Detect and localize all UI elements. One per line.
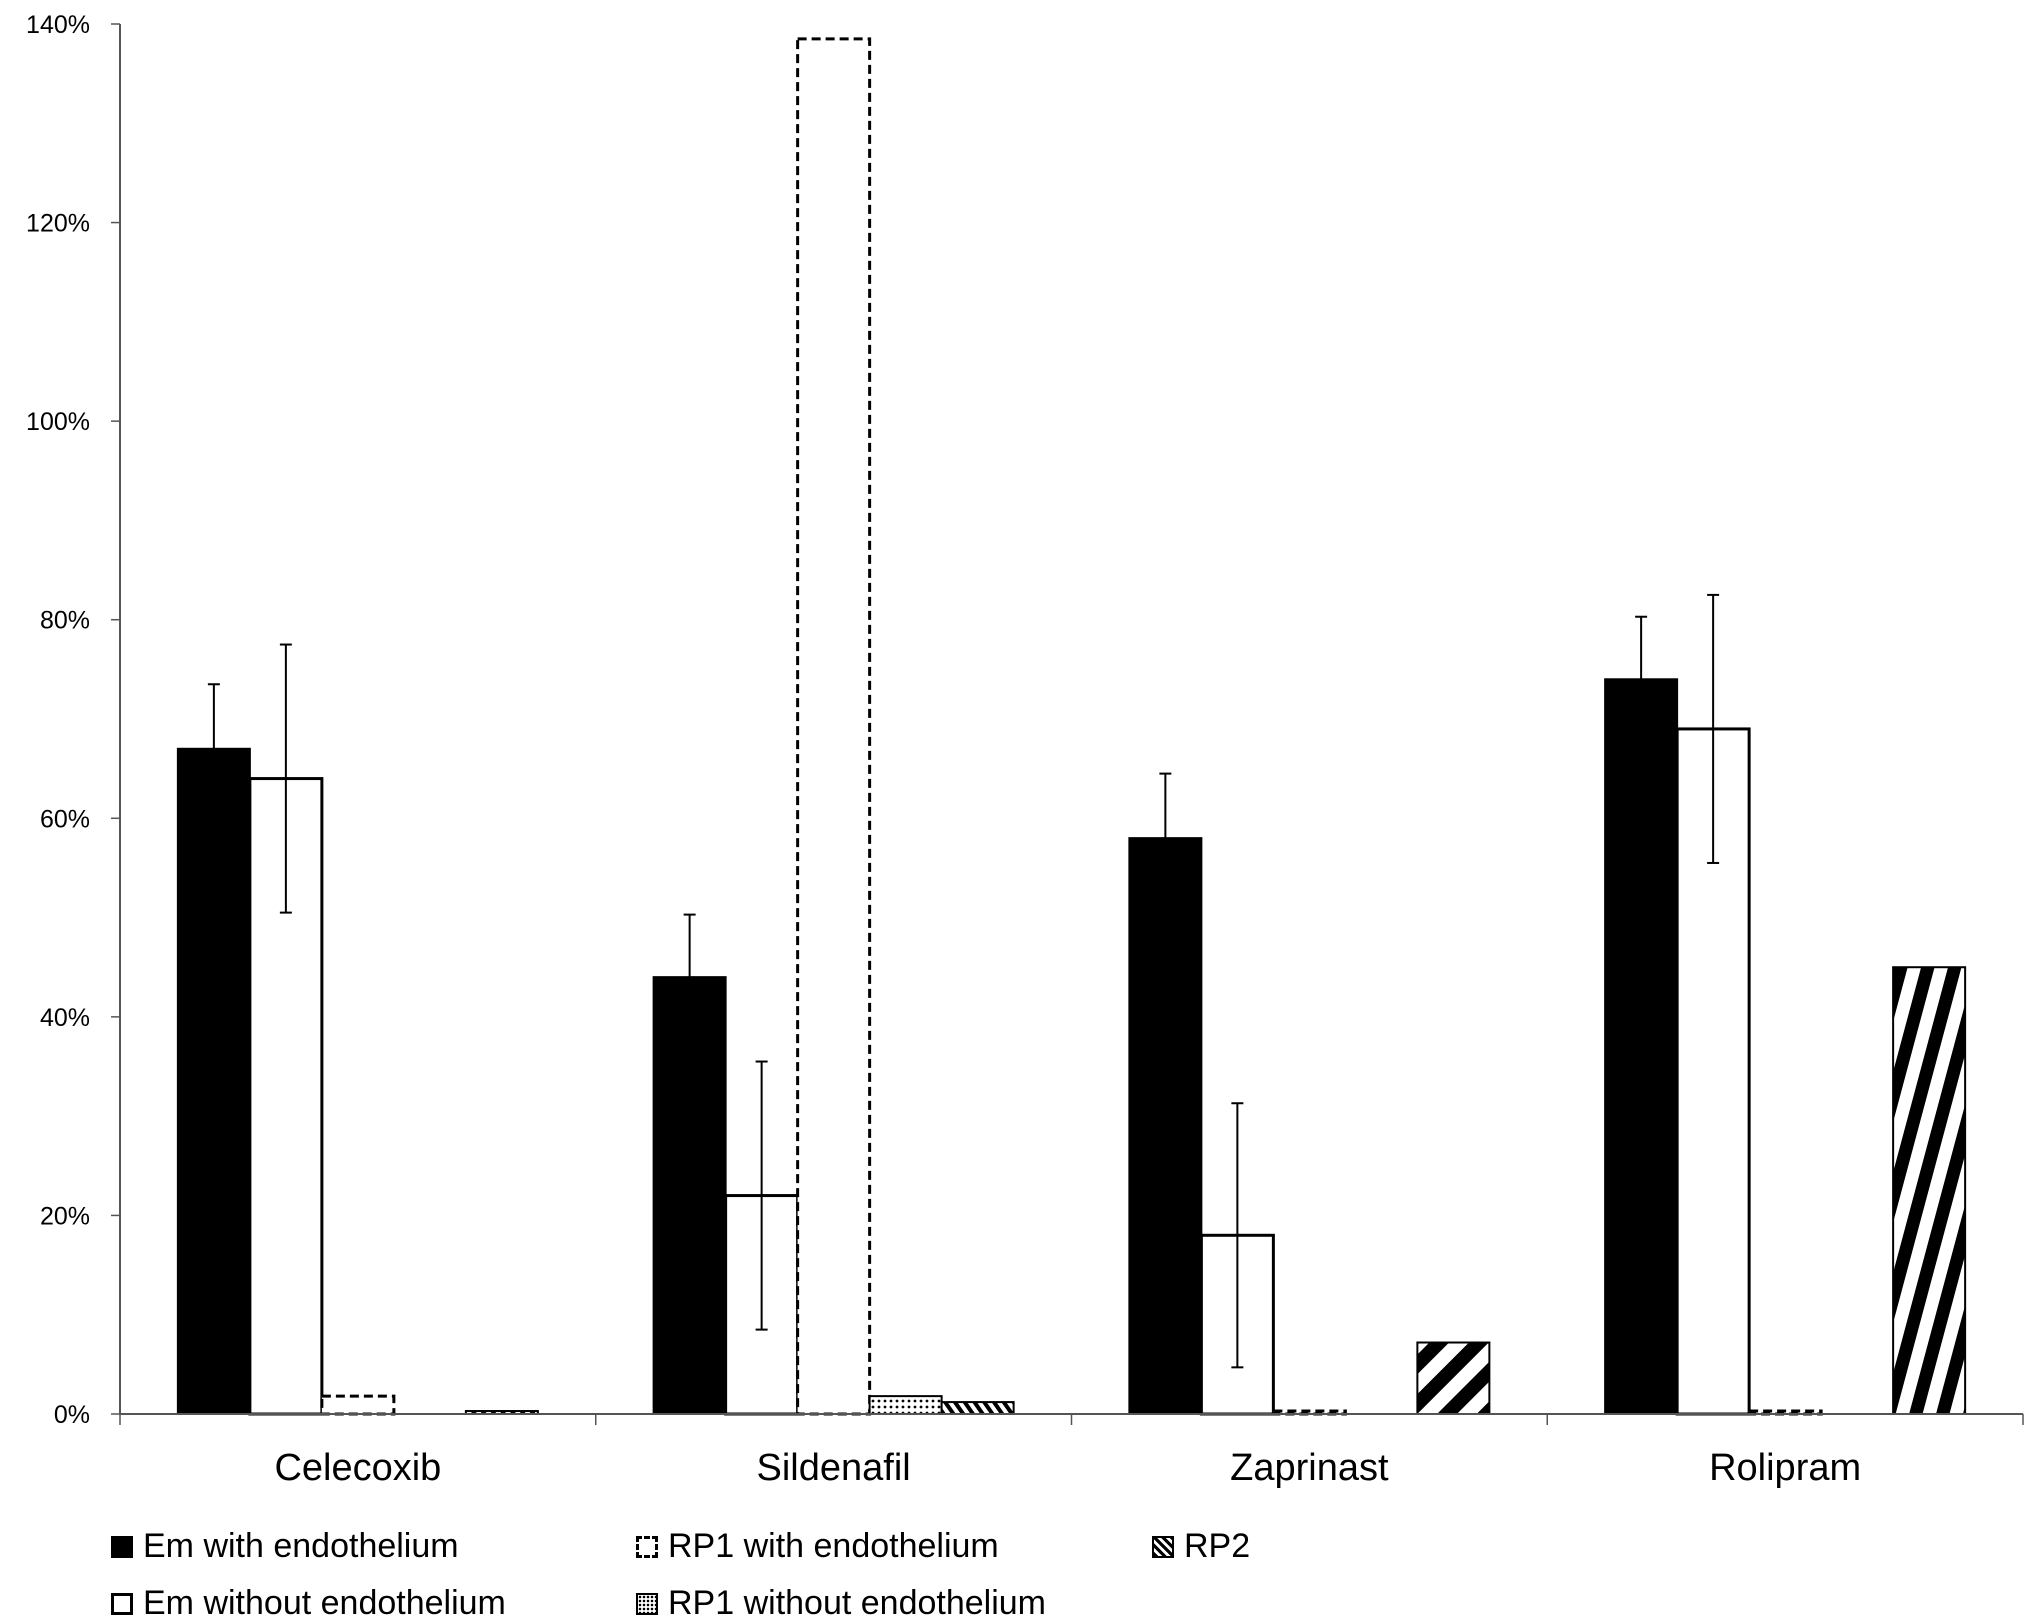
y-axis-ticks: 0% 20% 40% 60% 80% 100% 120% 140%	[26, 11, 120, 1429]
y-tick-label: 20%	[40, 1202, 90, 1230]
y-tick-label: 100%	[26, 408, 90, 436]
category-label: Celecoxib	[274, 1447, 441, 1489]
category-label: Sildenafil	[757, 1447, 911, 1489]
legend-label: RP1 with endothelium	[668, 1527, 999, 1565]
bar-hatched	[1892, 966, 1967, 1415]
bar-dotted	[868, 1395, 943, 1415]
y-tick-label: 40%	[40, 1004, 90, 1032]
legend-label: RP1 without endothelium	[668, 1584, 1047, 1622]
bars	[176, 37, 1967, 1416]
legend-label: RP2	[1184, 1527, 1251, 1565]
legend-swatch-dashed	[636, 1535, 658, 1558]
bar-solid-black	[652, 976, 727, 1416]
y-tick-label: 140%	[26, 11, 90, 39]
legend-label: Em with endothelium	[143, 1527, 459, 1565]
bar-dashed	[796, 37, 872, 1416]
legend-item-rp1-without: RP1 without endothelium	[636, 1584, 1046, 1623]
bar-solid-black	[1128, 837, 1203, 1415]
category-labels: Celecoxib Sildenafil Zaprinast Rolipram	[274, 1447, 1861, 1489]
y-tick-label: 0%	[54, 1401, 90, 1429]
bar-solid-black	[176, 747, 251, 1415]
legend-item-em-with: Em with endothelium	[111, 1527, 459, 1566]
error-bars	[207, 593, 1720, 1369]
bar-solid-black	[1604, 678, 1679, 1415]
bar-dashed	[1747, 1409, 1823, 1416]
bar-hatched	[940, 1401, 1015, 1415]
legend-item-em-without: Em without endothelium	[111, 1584, 506, 1623]
category-label: Rolipram	[1709, 1447, 1861, 1489]
legend-label: Em without endothelium	[143, 1584, 506, 1622]
legend-item-rp1-with: RP1 with endothelium	[636, 1527, 999, 1566]
legend-swatch-solid	[111, 1535, 133, 1558]
y-tick-label: 80%	[40, 607, 90, 635]
y-tick-label: 60%	[40, 805, 90, 833]
bar-dashed	[320, 1394, 396, 1416]
category-label: Zaprinast	[1230, 1447, 1389, 1489]
y-tick-label: 120%	[26, 210, 90, 238]
axes	[119, 24, 2024, 1425]
legend-swatch-white	[111, 1592, 133, 1615]
bar-dashed	[1271, 1409, 1347, 1416]
legend-swatch-dotted	[636, 1592, 658, 1615]
legend-item-rp2: RP2	[1152, 1527, 1250, 1566]
bar-hatched	[1416, 1341, 1491, 1415]
legend-swatch-hatched	[1152, 1535, 1174, 1558]
